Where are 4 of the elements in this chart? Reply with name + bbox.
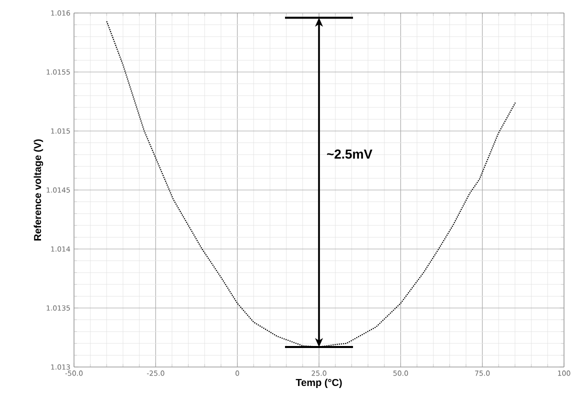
line-series	[106, 20, 516, 348]
x-axis-title: Temp (°C)	[296, 378, 342, 388]
y-axis-title: Reference voltage (V)	[34, 139, 44, 240]
annotation: ~2.5mV	[327, 149, 372, 159]
